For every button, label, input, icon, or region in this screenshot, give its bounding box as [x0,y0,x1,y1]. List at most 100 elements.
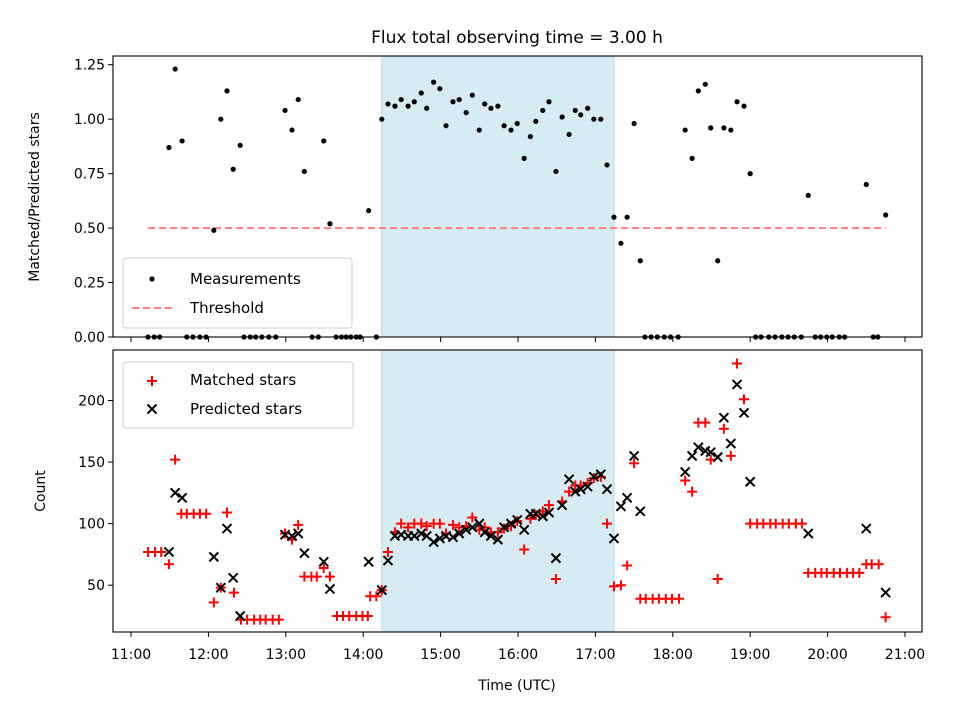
predicted-stars-point [169,487,181,499]
predicted-stars-point [208,551,220,563]
measurement-point [578,112,584,118]
x-tick-label: 11:00 [111,647,151,663]
measurement-point [728,127,734,133]
matched-stars-point [564,486,575,497]
predicted-stars-point [679,466,691,478]
predicted-stars-point [176,492,188,503]
matched-stars-point [622,560,633,571]
predicted-stars-point [615,501,627,512]
matched-stars-point [318,562,329,573]
measurement-point [179,138,185,144]
predicted-stars-point [505,518,517,529]
predicted-stars-point [556,499,568,511]
x-tick-label: 20:00 [807,647,847,663]
predicted-stars-point [227,572,239,584]
measurement-point [456,96,462,103]
matched-stars-point [362,610,373,621]
predicted-stars-point [621,492,633,503]
measurement-point [585,105,591,111]
y-tick-label: 1.00 [74,112,105,128]
predicted-stars-point [299,547,310,559]
measurement-point [637,258,643,264]
measurement-point [611,214,617,220]
predicted-stars-point [588,471,600,483]
measurement-point [618,240,624,246]
measurement-point [624,214,630,220]
measurement-point [715,258,721,264]
y-tick-label: 200 [78,393,105,409]
predicted-stars-point [363,556,374,568]
predicted-stars-point [447,531,459,543]
matched-stars-point [201,508,212,519]
measurement-point [702,81,708,87]
measurement-point [443,123,449,129]
predicted-stars-point [530,508,542,519]
measurement-point [559,114,565,120]
x-tick-label: 16:00 [498,647,538,663]
matched-stars-point [550,574,561,585]
legend-measurements-marker [149,276,155,282]
measurement-point [295,96,301,103]
measurement-point [327,221,333,227]
measurement-point [301,168,307,175]
measurement-point [553,168,559,175]
predicted-stars-point [608,533,620,544]
measurement-point [224,88,230,94]
predicted-stars-point [731,379,743,390]
x-axis-label: Time (UTC) [477,678,555,694]
predicted-stars-point [725,438,737,449]
x-tick-label: 19:00 [730,647,770,663]
predicted-stars-point [518,524,530,535]
predicted-stars-point [582,481,593,492]
matched-stars-point [525,513,536,524]
predicted-stars-point [738,407,750,419]
observing-window-span [381,55,615,338]
measurement-point [405,103,411,109]
legend: Matched stars Predicted stars [122,361,354,429]
predicted-stars-point [628,450,640,462]
measurement-point [418,90,424,96]
measurement-point [385,101,391,107]
matched-stars-point [222,507,233,518]
matched-stars-point [718,423,729,434]
legend-threshold-label: Threshold [189,299,264,317]
measurement-point [527,133,533,140]
predicted-stars-point [474,518,485,529]
matched-stars-point [208,597,219,608]
matched-stars-point [608,581,619,592]
measurement-point [540,107,546,114]
predicted-stars-point [718,412,730,423]
matched-stars-point [403,522,414,533]
y-tick-label: 0.00 [74,330,105,346]
x-tick-label: 15:00 [420,647,460,663]
x-tick-label: 18:00 [653,647,693,663]
measurement-point [708,125,714,131]
measurement-point [695,88,701,94]
matched-stars-point [434,518,445,529]
predicted-stars-point [416,528,427,539]
matched-stars-point [293,519,304,530]
predicted-stars-point [428,536,439,548]
matched-stars-point [680,475,691,486]
predicted-stars-point [601,483,613,495]
measurement-point [398,96,404,103]
predicted-stars-point [712,451,723,463]
measurement-point [424,105,430,111]
x-tick-label: 21:00 [885,647,925,663]
matched-stars-point [467,512,478,523]
matched-stars-point [382,546,393,557]
measurement-point [533,118,539,124]
measurement-point [211,227,217,233]
measurement-point [598,116,604,122]
measurement-point [392,103,398,109]
predicted-stars-point [434,533,446,544]
y-tick-label: 100 [78,517,105,533]
measurement-point [883,212,889,218]
y-tick-label: 0.75 [74,167,105,183]
measurement-point [805,192,811,199]
legend-measurements-label: Measurements [190,270,301,288]
predicted-stars-point [686,450,698,462]
measurement-point [521,155,527,161]
predicted-stars-point [595,469,607,480]
